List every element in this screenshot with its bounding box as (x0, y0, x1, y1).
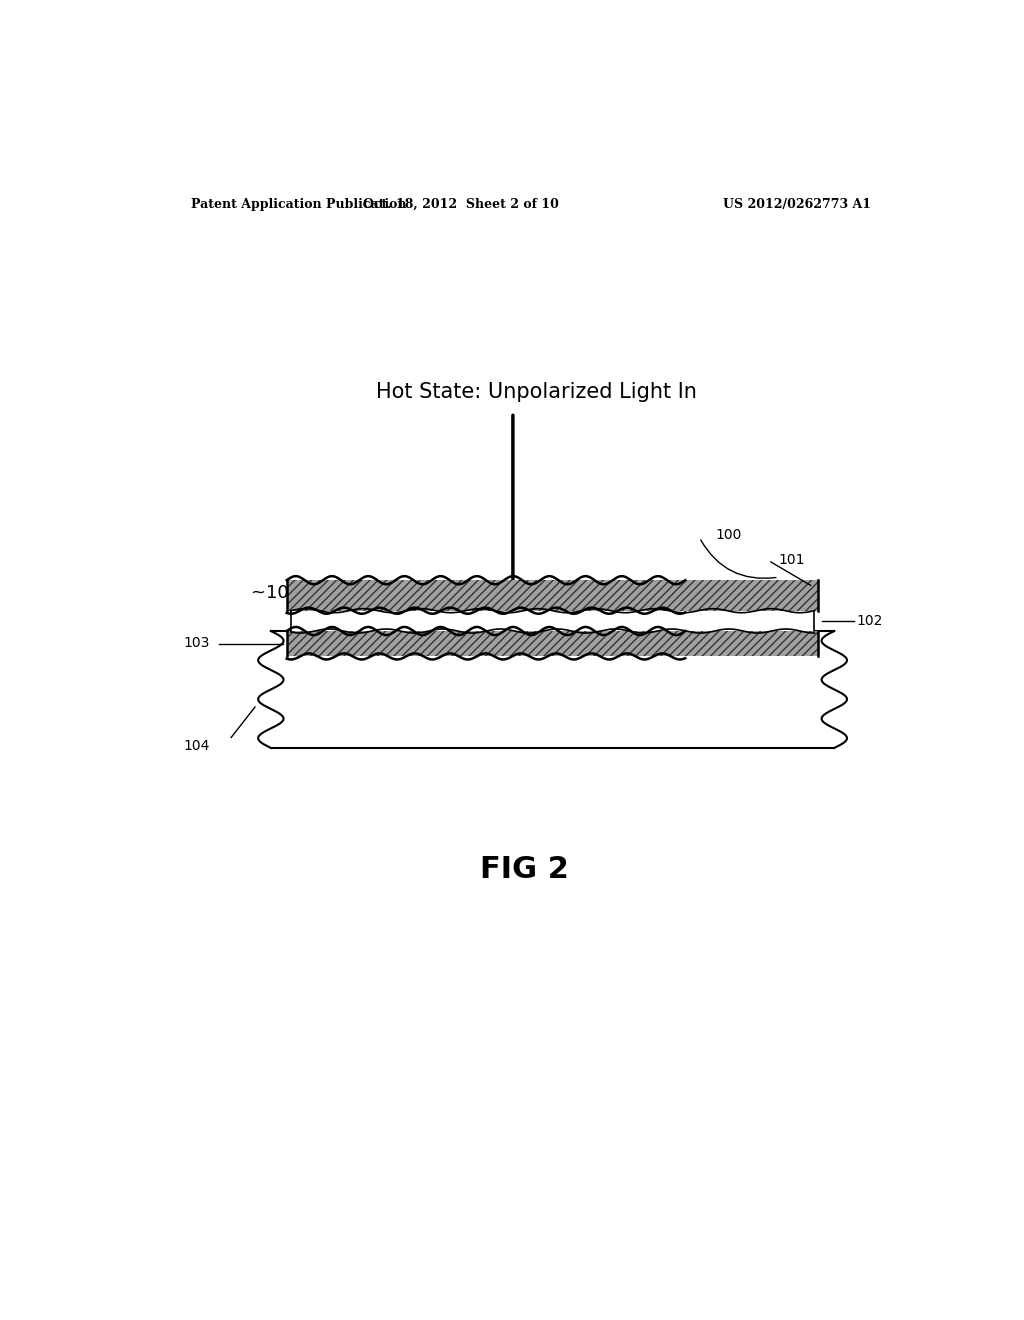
Bar (287, 581, 818, 611)
Text: ~100% Absorption: ~100% Absorption (251, 583, 421, 602)
Text: US 2012/0262773 A1: US 2012/0262773 A1 (723, 198, 871, 211)
Bar (287, 631, 818, 656)
Text: FIG 2: FIG 2 (480, 855, 569, 884)
Text: 102: 102 (856, 614, 883, 628)
Bar (270, 631, 835, 748)
Text: Oct. 18, 2012  Sheet 2 of 10: Oct. 18, 2012 Sheet 2 of 10 (364, 198, 559, 211)
Text: 103: 103 (183, 636, 210, 649)
Text: 104: 104 (183, 739, 210, 752)
Text: Patent Application Publication: Patent Application Publication (191, 198, 407, 211)
Bar (287, 581, 818, 611)
Text: Hot State: Unpolarized Light In: Hot State: Unpolarized Light In (376, 383, 697, 403)
Text: 101: 101 (779, 553, 805, 566)
Text: 100: 100 (715, 528, 741, 543)
Bar (287, 631, 818, 656)
Bar (291, 611, 814, 631)
